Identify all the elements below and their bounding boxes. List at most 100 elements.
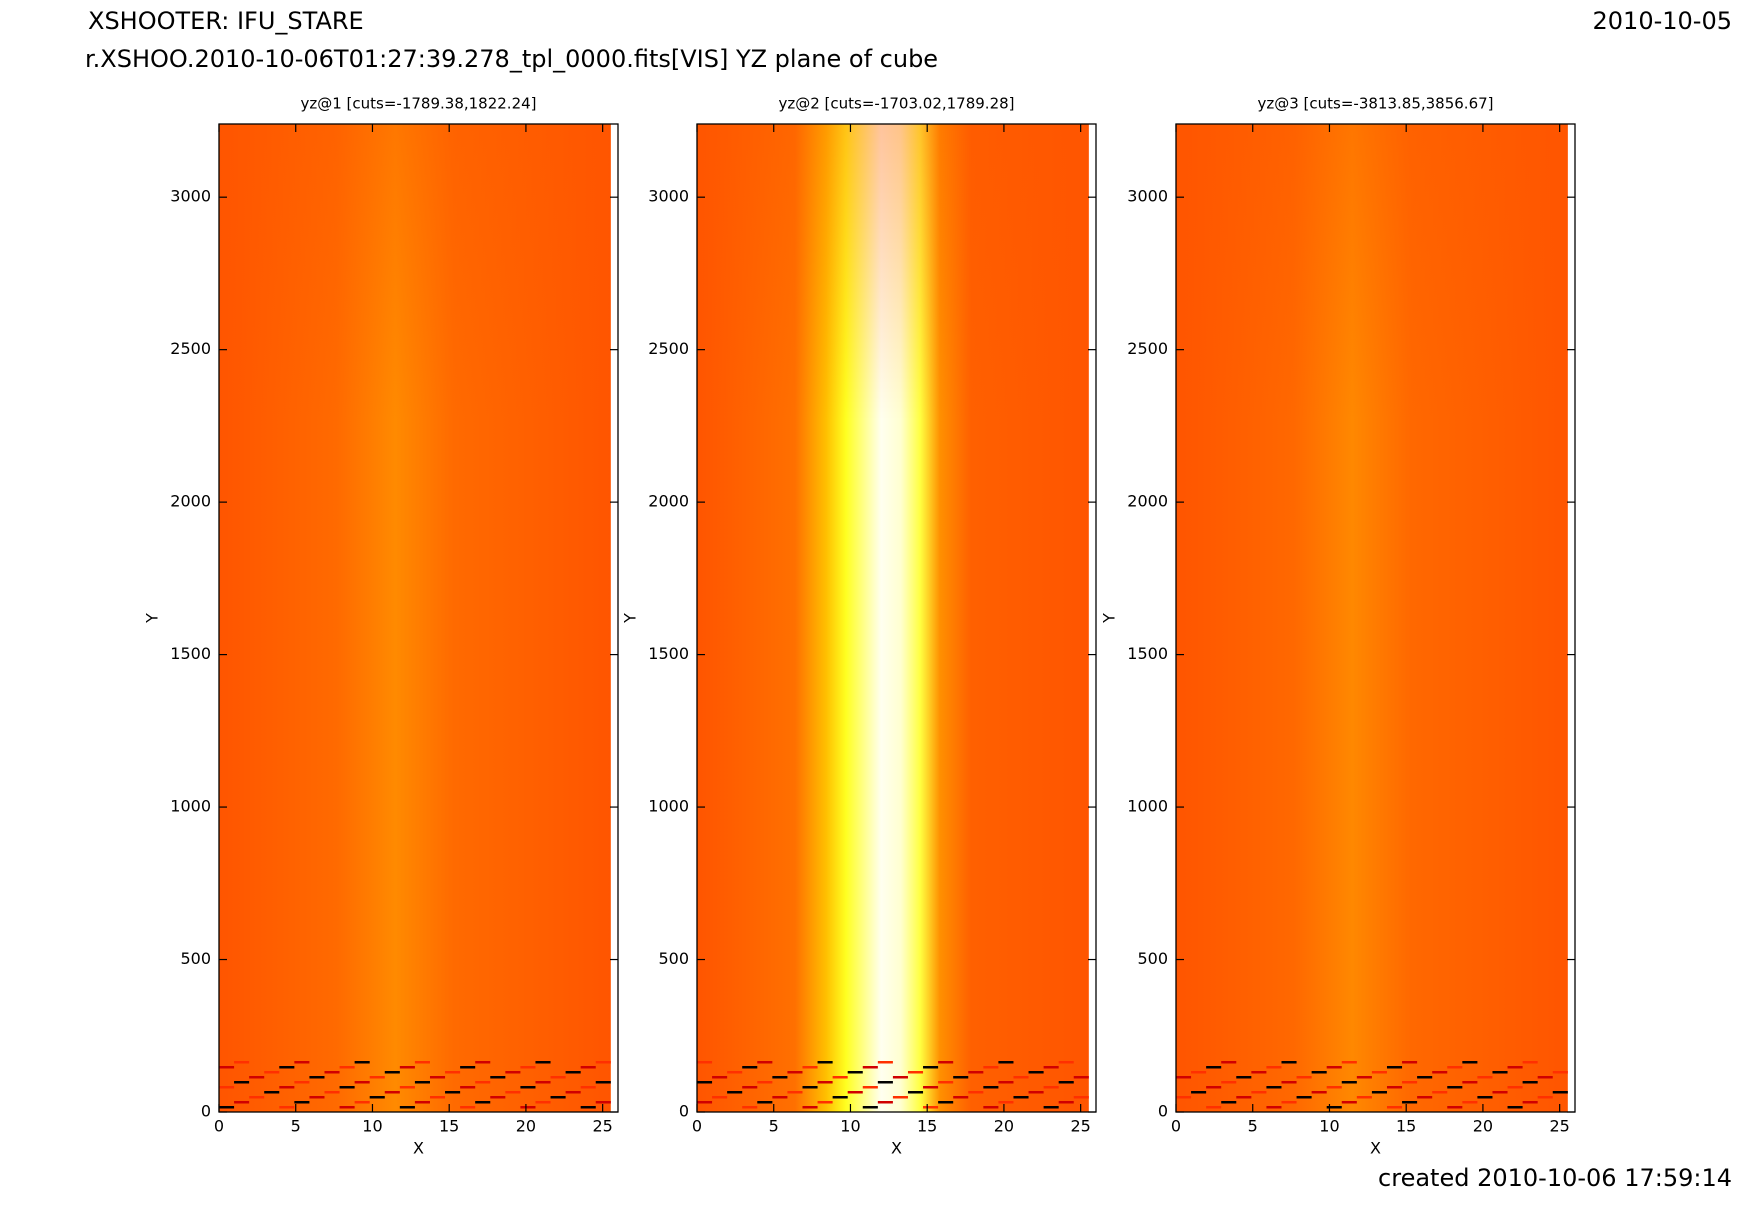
image-noise	[1477, 1096, 1493, 1099]
image-noise	[862, 1106, 878, 1109]
image-noise	[219, 1066, 235, 1069]
date: 2010-10-05	[1593, 7, 1732, 35]
image-noise	[817, 1081, 833, 1084]
image-noise	[309, 1096, 325, 1099]
axes-frame	[696, 123, 1097, 1113]
image-noise	[1522, 1061, 1538, 1064]
image-noise	[414, 1101, 430, 1104]
image-noise	[1058, 1081, 1074, 1084]
image-noise	[712, 1076, 728, 1079]
image-noise	[727, 1091, 743, 1094]
image-noise	[938, 1081, 954, 1084]
image-noise	[234, 1101, 250, 1104]
y-tick-label: 3000	[648, 187, 689, 206]
image-noise	[877, 1081, 893, 1084]
image-noise	[1281, 1061, 1297, 1064]
image-noise	[742, 1106, 758, 1109]
image-noise	[1206, 1086, 1222, 1089]
y-tick-label: 2500	[1127, 339, 1168, 358]
y-tick-label: 1500	[1127, 644, 1168, 663]
image-noise	[757, 1101, 773, 1104]
image-noise	[339, 1066, 355, 1069]
image-noise	[787, 1071, 803, 1074]
image-noise	[1266, 1066, 1282, 1069]
image-noise	[998, 1101, 1014, 1104]
image-noise	[907, 1071, 924, 1074]
image-noise	[1326, 1106, 1342, 1109]
image-noise	[1266, 1106, 1282, 1109]
image-noise	[802, 1086, 818, 1089]
image-noise	[490, 1096, 506, 1099]
image-noise	[1058, 1061, 1074, 1064]
image-noise	[1176, 1076, 1192, 1079]
image-noise	[1013, 1076, 1029, 1079]
image-noise	[264, 1091, 280, 1094]
image-noise	[550, 1096, 566, 1099]
image-noise	[1028, 1071, 1044, 1074]
image-noise	[802, 1106, 818, 1109]
image-noise	[1028, 1091, 1044, 1094]
image-noise	[1386, 1106, 1403, 1109]
y-tick-label: 1500	[648, 644, 689, 663]
image-noise	[399, 1066, 415, 1069]
image-noise	[968, 1091, 984, 1094]
y-axis-label: Y	[143, 613, 162, 624]
image-noise	[1043, 1086, 1059, 1089]
image-noise	[1221, 1061, 1237, 1064]
image-noise	[953, 1096, 969, 1099]
image-noise	[1236, 1076, 1252, 1079]
image-noise	[1507, 1106, 1523, 1109]
image-noise	[1462, 1061, 1478, 1064]
image-noise	[475, 1101, 491, 1104]
y-tick-label: 0	[679, 1102, 689, 1121]
image-noise	[1281, 1101, 1297, 1104]
image-noise	[1326, 1086, 1342, 1089]
image-noise	[1206, 1106, 1222, 1109]
image-noise	[324, 1071, 340, 1074]
image-noise	[742, 1066, 758, 1069]
image-noise	[1492, 1071, 1508, 1074]
y-tick-label: 2000	[1127, 492, 1168, 511]
image-noise	[354, 1081, 370, 1084]
image-noise	[1043, 1066, 1059, 1069]
panel-title: yz@2 [cuts=-1703.02,1789.28]	[778, 95, 1014, 113]
image-noise	[923, 1106, 939, 1109]
image-noise	[832, 1096, 848, 1099]
image-noise	[294, 1081, 310, 1084]
image-noise	[324, 1091, 340, 1094]
x-tick-label: 5	[1248, 1117, 1258, 1136]
image-noise	[520, 1066, 536, 1069]
image-shade	[697, 124, 1089, 618]
image-noise	[727, 1071, 743, 1074]
image-noise	[460, 1086, 476, 1089]
image-noise	[697, 1061, 713, 1064]
image-noise	[1417, 1096, 1433, 1099]
image-noise	[1462, 1081, 1478, 1084]
image-noise	[862, 1066, 878, 1069]
panel-title: yz@3 [cuts=-3813.85,3856.67]	[1257, 95, 1493, 113]
image-noise	[1341, 1081, 1357, 1084]
image-noise	[219, 1106, 235, 1109]
image-noise	[565, 1071, 581, 1074]
image-noise	[505, 1091, 521, 1094]
x-tick-label: 20	[1473, 1117, 1493, 1136]
x-tick-label: 0	[692, 1117, 702, 1136]
image-noise	[399, 1086, 415, 1089]
image-noise	[907, 1091, 924, 1094]
image-noise	[877, 1061, 893, 1064]
image-noise	[1386, 1086, 1403, 1089]
image-noise	[565, 1091, 581, 1094]
axes-frame	[1175, 123, 1576, 1113]
image-noise	[354, 1061, 370, 1064]
y-tick-label: 0	[1158, 1102, 1168, 1121]
image-noise	[1251, 1091, 1267, 1094]
x-tick-label: 10	[362, 1117, 382, 1136]
image-noise	[414, 1081, 430, 1084]
image-noise	[595, 1101, 611, 1104]
image-noise	[1266, 1086, 1282, 1089]
image-noise	[234, 1061, 250, 1064]
image-noise	[892, 1076, 908, 1079]
y-tick-label: 1000	[648, 797, 689, 816]
image-noise	[1522, 1101, 1538, 1104]
